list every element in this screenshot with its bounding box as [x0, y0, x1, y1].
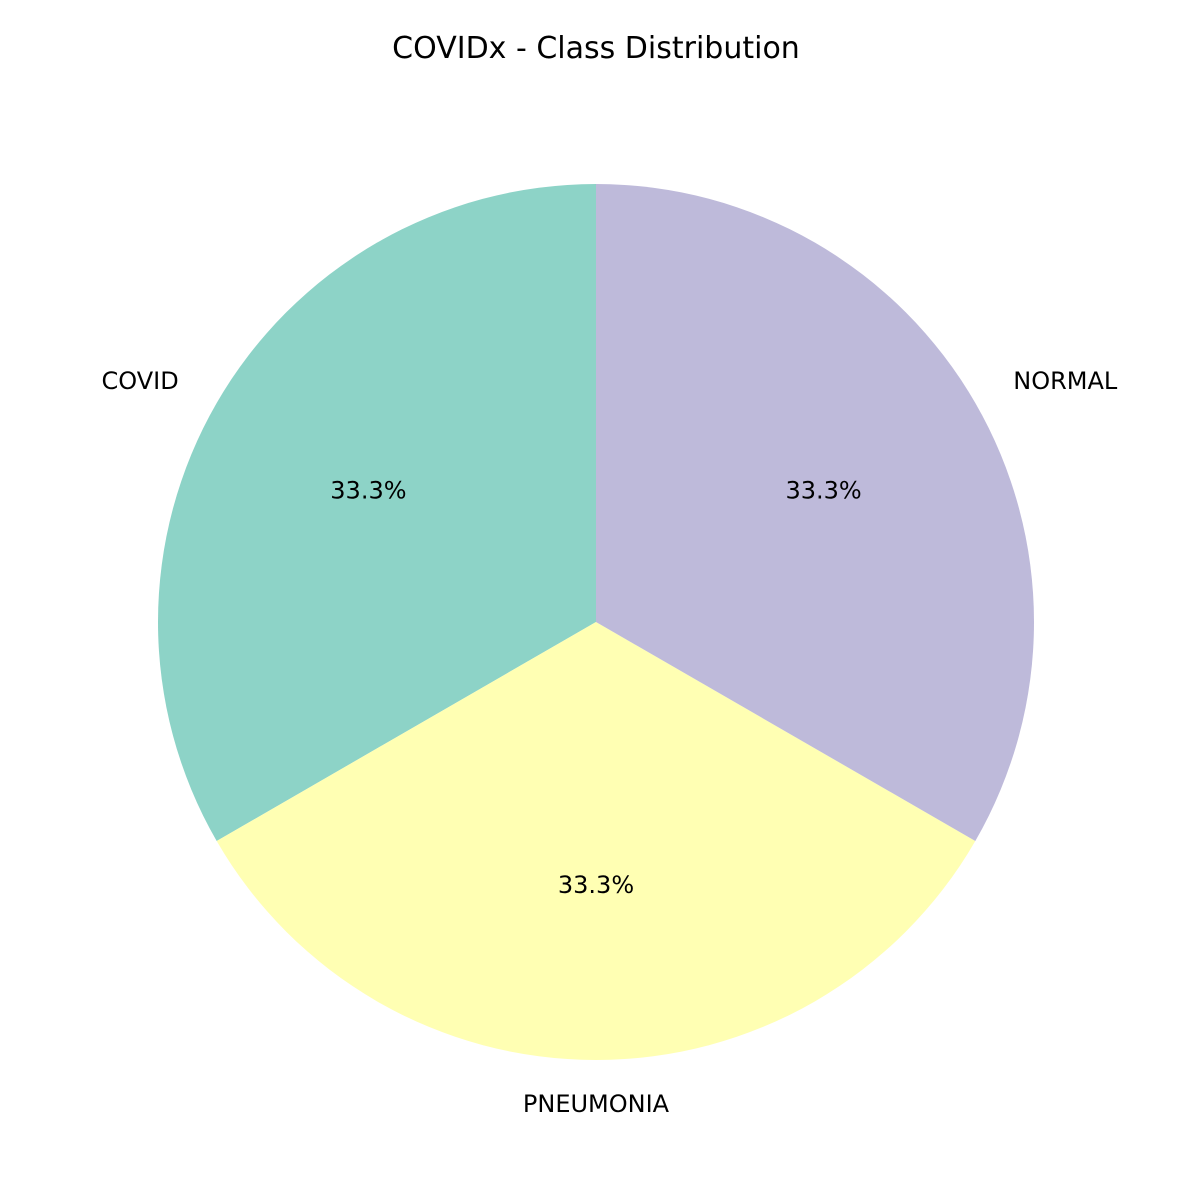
- slice-label-covid: COVID: [102, 367, 179, 395]
- pie-slice-covid: [158, 184, 596, 841]
- slice-label-normal: NORMAL: [1013, 367, 1118, 395]
- pie-slice-pneumonia: [216, 622, 976, 1060]
- pie-slice-normal: [596, 184, 1034, 841]
- pie-slices: [158, 184, 1034, 1060]
- pct-label-covid: 33.3%: [330, 477, 406, 505]
- chart-title: COVIDx - Class Distribution: [392, 31, 800, 66]
- slice-label-pneumonia: PNEUMONIA: [523, 1090, 670, 1118]
- pct-label-normal: 33.3%: [785, 477, 861, 505]
- pie-labels: COVID 33.3% PNEUMONIA 33.3% NORMAL 33.3%: [102, 367, 1118, 1118]
- pct-label-pneumonia: 33.3%: [558, 871, 634, 899]
